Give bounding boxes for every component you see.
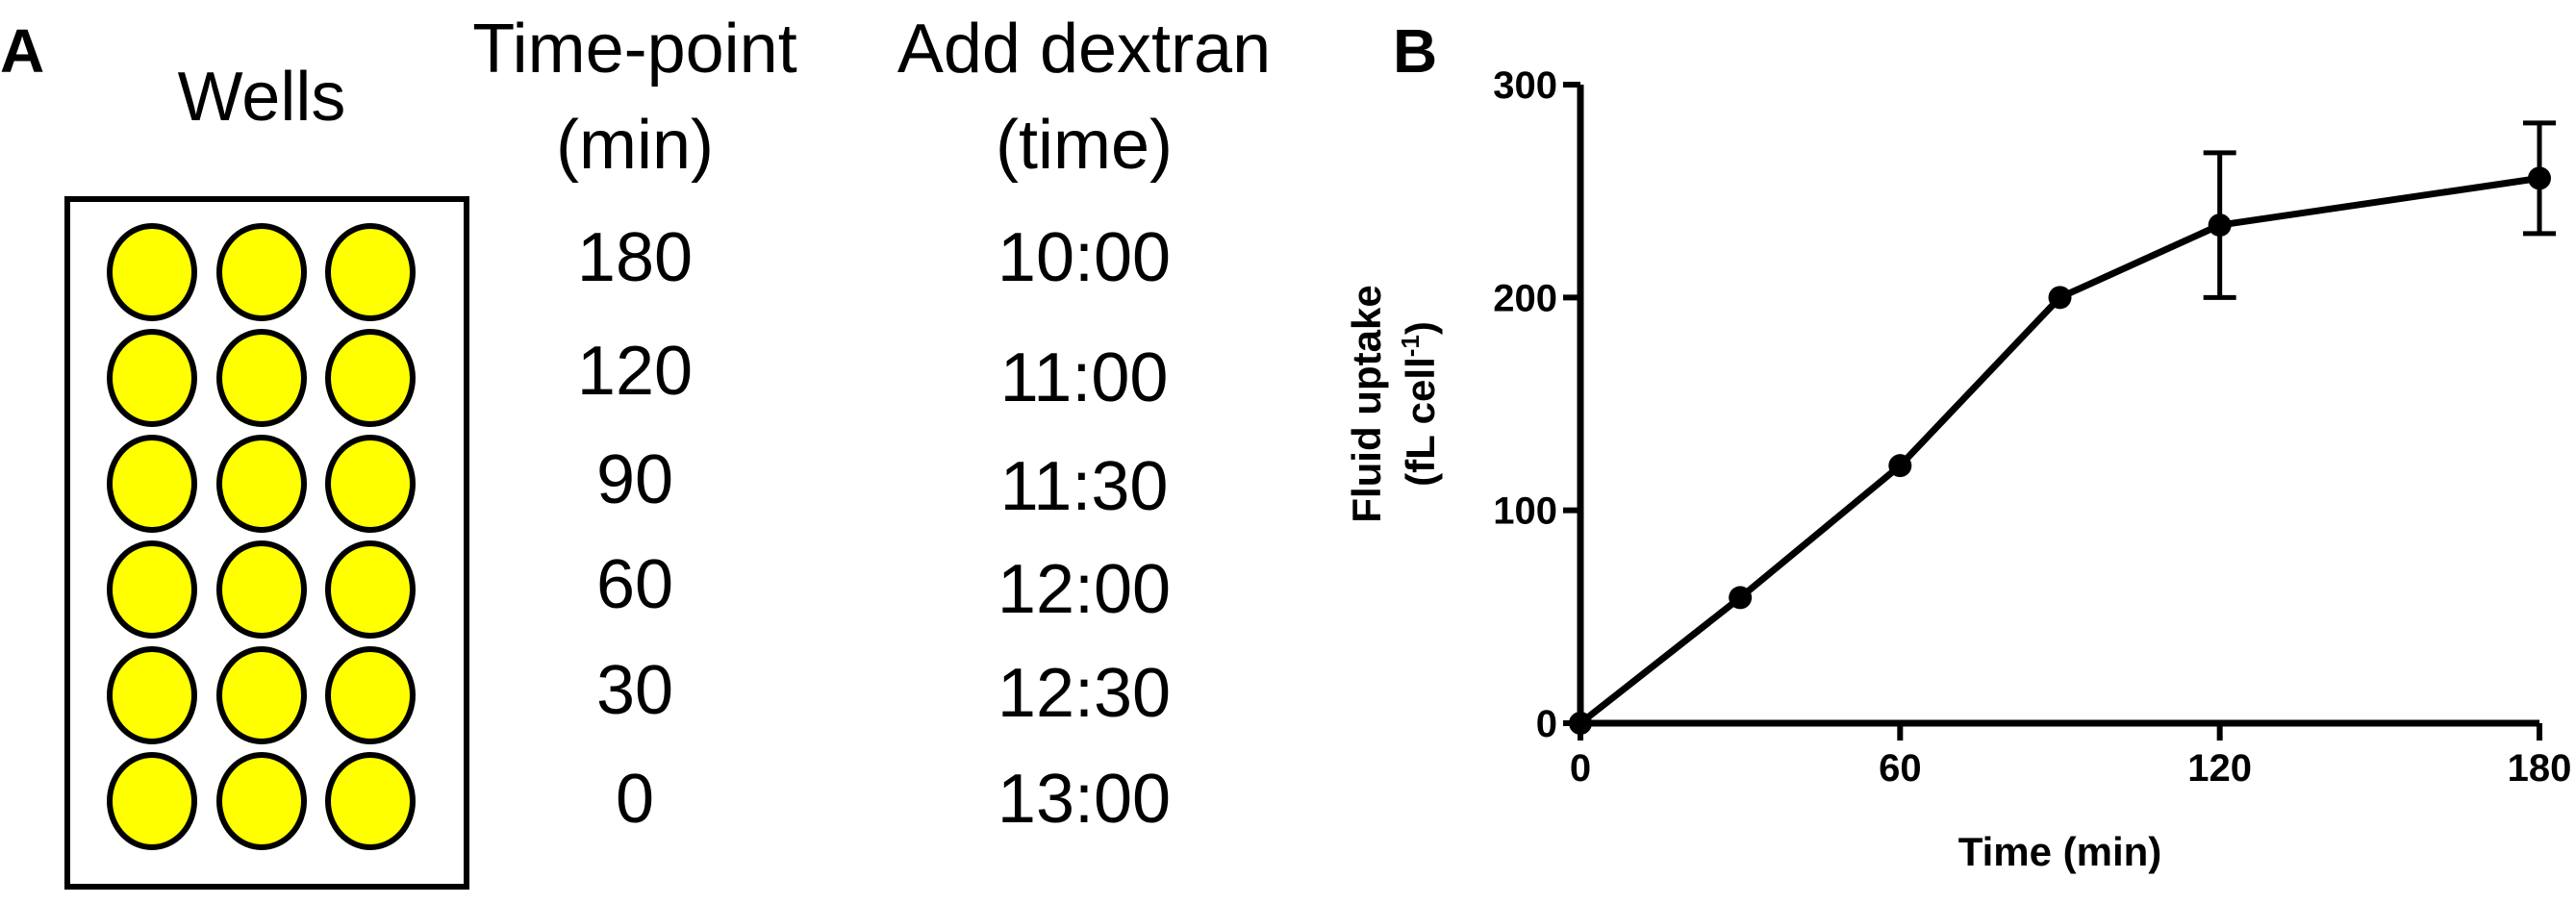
timepoint-value: 0: [616, 761, 654, 838]
dextran-time-value: 11:30: [1000, 448, 1169, 525]
y-axis-label-unit: (fL cell: [1398, 357, 1443, 487]
well: [107, 646, 197, 744]
well-plate: [64, 196, 469, 890]
timepoint-value: 30: [596, 652, 673, 729]
panel-b-label: B: [1393, 16, 1437, 86]
well: [325, 329, 416, 427]
dextran-time-value: 10:00: [998, 219, 1171, 296]
series-line: [1578, 174, 2540, 726]
dextran-time-value: 11:00: [1000, 339, 1169, 416]
well: [325, 752, 416, 850]
timepoint-value: 60: [596, 546, 673, 623]
well: [325, 646, 416, 744]
well: [216, 223, 307, 321]
x-tick-label: 120: [2187, 747, 2252, 790]
y-axis-label-line1: Fluid uptake: [1344, 285, 1389, 522]
well: [107, 223, 197, 321]
x-tick-label: 0: [1570, 747, 1591, 790]
well: [216, 329, 307, 427]
data-point: [1569, 712, 1592, 735]
fluid-uptake-chart: 0 100 200 300 0 60 120 180 Time (min) Fluid uptak…: [1344, 64, 2571, 874]
timepoint-value: 180: [577, 219, 693, 296]
panel-b: B 0 100 200 300 0 60 120 180 Time (min) Fluid upt…: [1344, 16, 2571, 874]
well: [107, 435, 197, 533]
x-axis-label: Time (min): [1958, 829, 2162, 874]
well: [107, 540, 197, 639]
panel-a: A Wells Time-point (min) Add dextran (ti…: [0, 11, 1271, 890]
well: [216, 435, 307, 533]
dextran-header-line1: Add dextran: [897, 11, 1271, 88]
x-tick-label: 60: [1879, 747, 1922, 790]
panel-a-label: A: [0, 16, 44, 86]
data-point: [1888, 454, 1912, 478]
well: [325, 540, 416, 639]
well: [216, 646, 307, 744]
data-point: [2528, 166, 2551, 190]
well: [325, 223, 416, 321]
y-tick-label: 300: [1493, 64, 1557, 107]
well: [216, 540, 307, 639]
dextran-time-value: 13:00: [998, 761, 1171, 838]
well: [216, 752, 307, 850]
well: [107, 329, 197, 427]
y-axis-label-close: ): [1398, 321, 1443, 335]
dextran-time-value: 12:30: [998, 655, 1171, 732]
data-point: [2048, 286, 2072, 310]
dextran-header-line2: (time): [996, 107, 1173, 184]
y-axis-label: Fluid uptake (fL cell-1): [1344, 285, 1443, 522]
timepoint-header-line1: Time-point: [472, 11, 796, 88]
y-tick-label: 0: [1536, 703, 1557, 745]
data-point: [1729, 586, 1753, 610]
timepoint-value: 120: [577, 333, 693, 410]
wells-header: Wells: [178, 59, 346, 136]
timepoint-table: 180 10:00 120 11:00 90 11:30 60 12:00 30 12:30 0 13…: [577, 219, 1171, 838]
well: [107, 752, 197, 850]
y-axis-label-line2: (fL cell-1): [1396, 321, 1443, 487]
timepoint-header-line2: (min): [556, 107, 714, 184]
well: [325, 435, 416, 533]
y-tick-label: 200: [1493, 277, 1557, 319]
y-tick-label: 100: [1493, 490, 1557, 533]
data-point: [2208, 213, 2232, 238]
wells-grid: [107, 223, 416, 850]
x-tick-label: 180: [2508, 747, 2572, 790]
y-axis-label-superscript: -1: [1396, 335, 1425, 357]
dextran-time-value: 12:00: [998, 551, 1171, 628]
timepoint-value: 90: [596, 441, 673, 518]
